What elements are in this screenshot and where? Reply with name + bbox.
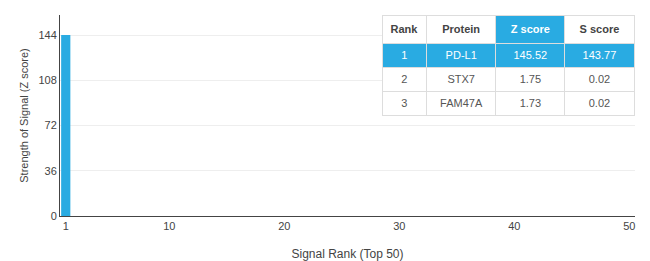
svg-text:1.73: 1.73 xyxy=(520,97,541,109)
svg-text:3: 3 xyxy=(401,97,407,109)
svg-text:108: 108 xyxy=(38,74,56,86)
svg-text:Signal Rank (Top 50): Signal Rank (Top 50) xyxy=(291,247,403,261)
svg-text:144: 144 xyxy=(38,29,56,41)
svg-text:30: 30 xyxy=(393,220,405,232)
svg-text:40: 40 xyxy=(508,220,520,232)
svg-text:Z score: Z score xyxy=(511,23,550,35)
svg-text:Strength of Signal (Z score): Strength of Signal (Z score) xyxy=(18,48,30,183)
svg-text:STX7: STX7 xyxy=(447,73,475,85)
svg-text:72: 72 xyxy=(45,119,57,131)
svg-text:0.02: 0.02 xyxy=(589,97,610,109)
svg-text:S score: S score xyxy=(580,23,620,35)
svg-text:0: 0 xyxy=(51,210,57,222)
svg-text:143.77: 143.77 xyxy=(583,49,617,61)
svg-text:1: 1 xyxy=(401,49,407,61)
svg-text:PD-L1: PD-L1 xyxy=(446,49,477,61)
svg-text:Protein: Protein xyxy=(442,23,480,35)
svg-text:20: 20 xyxy=(278,220,290,232)
svg-text:0.02: 0.02 xyxy=(589,73,610,85)
svg-text:10: 10 xyxy=(163,220,175,232)
svg-text:2: 2 xyxy=(401,73,407,85)
svg-text:FAM47A: FAM47A xyxy=(440,97,483,109)
svg-text:1: 1 xyxy=(63,220,69,232)
svg-text:50: 50 xyxy=(623,220,635,232)
svg-text:145.52: 145.52 xyxy=(514,49,548,61)
svg-text:Rank: Rank xyxy=(390,23,418,35)
svg-text:36: 36 xyxy=(45,165,57,177)
svg-text:1.75: 1.75 xyxy=(520,73,541,85)
